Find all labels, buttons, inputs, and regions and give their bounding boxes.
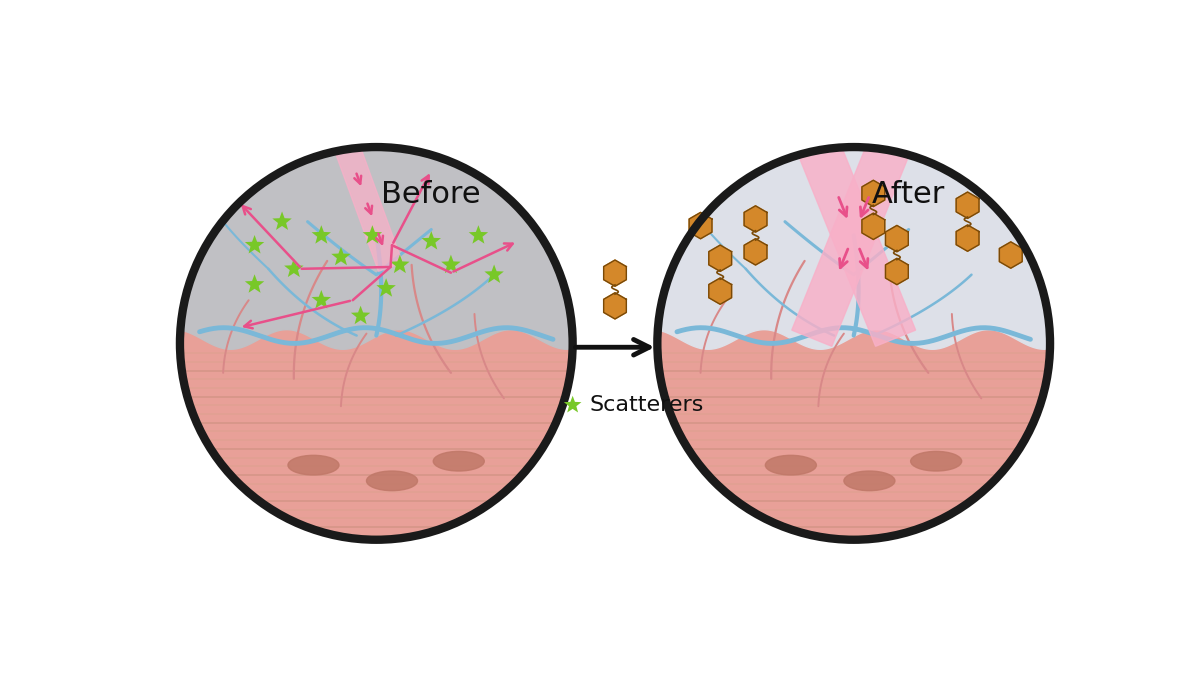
Polygon shape	[604, 260, 626, 286]
Polygon shape	[709, 245, 732, 271]
Polygon shape	[485, 265, 504, 283]
Polygon shape	[442, 254, 461, 273]
Polygon shape	[792, 139, 910, 346]
Polygon shape	[272, 211, 292, 230]
Polygon shape	[564, 396, 582, 413]
Text: Scatterers: Scatterers	[589, 395, 704, 415]
Polygon shape	[331, 247, 350, 265]
Text: After: After	[872, 180, 946, 209]
Polygon shape	[862, 180, 884, 207]
Text: Before: Before	[382, 180, 481, 209]
Polygon shape	[180, 147, 572, 350]
Polygon shape	[245, 235, 264, 254]
Polygon shape	[956, 192, 979, 218]
Polygon shape	[862, 213, 884, 239]
Ellipse shape	[433, 452, 485, 471]
Circle shape	[659, 149, 1049, 538]
Polygon shape	[245, 274, 264, 293]
Polygon shape	[421, 231, 440, 250]
Polygon shape	[312, 290, 331, 309]
Polygon shape	[798, 139, 916, 346]
Polygon shape	[312, 225, 331, 243]
Polygon shape	[886, 226, 908, 252]
Polygon shape	[744, 239, 767, 265]
Polygon shape	[284, 258, 304, 277]
Polygon shape	[469, 225, 488, 243]
Ellipse shape	[288, 456, 338, 475]
Polygon shape	[335, 143, 402, 271]
Polygon shape	[956, 225, 979, 252]
Polygon shape	[377, 278, 396, 296]
Polygon shape	[362, 225, 382, 243]
Circle shape	[180, 147, 572, 540]
Circle shape	[658, 147, 1050, 540]
Polygon shape	[350, 306, 371, 324]
Polygon shape	[709, 278, 732, 304]
Polygon shape	[604, 293, 626, 319]
Ellipse shape	[366, 471, 418, 491]
Polygon shape	[658, 147, 1050, 350]
Circle shape	[181, 149, 571, 538]
Ellipse shape	[766, 456, 816, 475]
Polygon shape	[390, 254, 409, 273]
Polygon shape	[689, 212, 712, 239]
Polygon shape	[886, 258, 908, 285]
Ellipse shape	[844, 471, 895, 491]
Polygon shape	[744, 206, 767, 232]
Polygon shape	[1000, 242, 1022, 268]
Ellipse shape	[911, 452, 961, 471]
